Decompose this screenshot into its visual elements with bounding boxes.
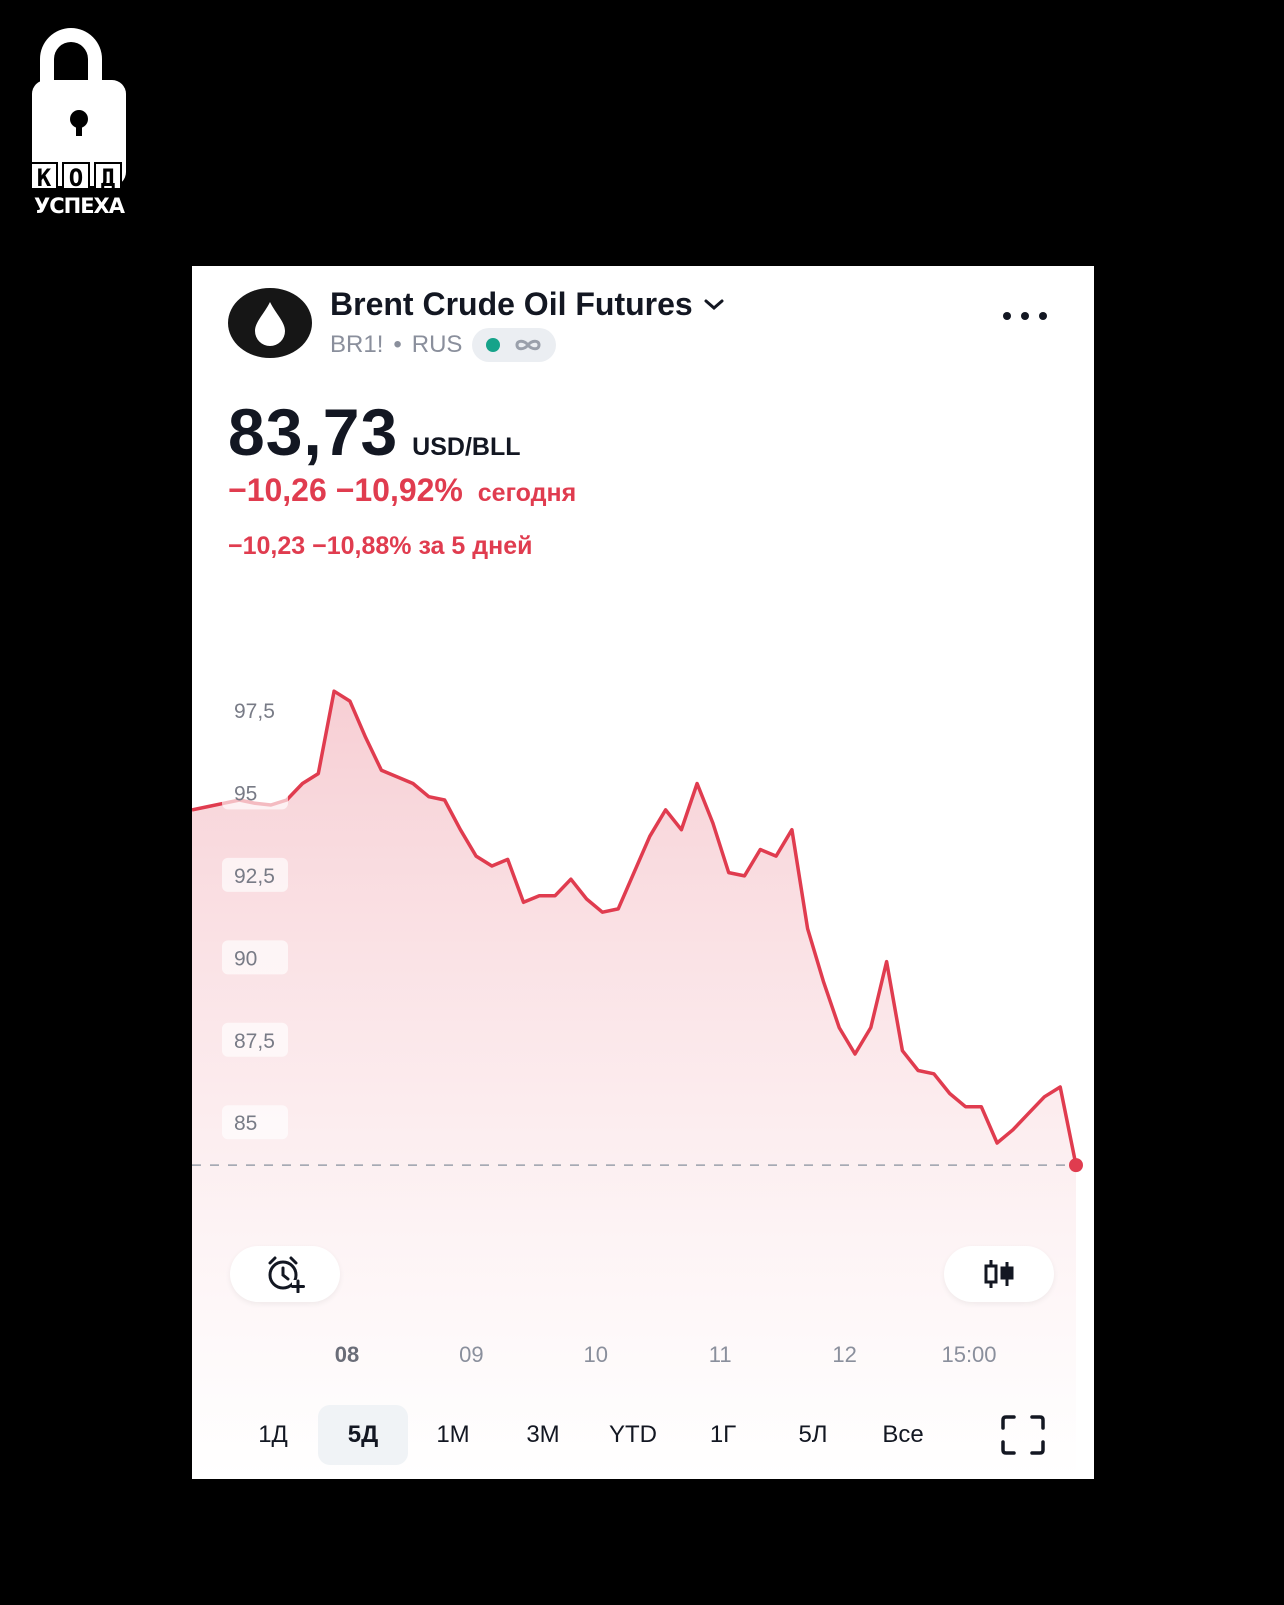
- last-price: 83,73: [228, 395, 399, 469]
- separator-dot: •: [393, 331, 402, 358]
- price-unit: USD/BLL: [412, 433, 521, 461]
- period-button[interactable]: 5Л: [798, 1421, 828, 1448]
- x-tick-label: 11: [709, 1342, 732, 1367]
- brand-logo: К О Д УСПЕХА: [24, 28, 134, 220]
- logo-letters: К О Д: [30, 162, 122, 192]
- x-tick-label: 15:00: [941, 1342, 996, 1367]
- y-tick-label: 90: [234, 947, 257, 970]
- add-alert-button[interactable]: [230, 1246, 340, 1302]
- y-tick-label: 87,5: [234, 1030, 275, 1053]
- y-tick-chip: [222, 1105, 288, 1140]
- exchange-name: RUS: [411, 331, 463, 358]
- y-tick-label: 85: [234, 1112, 257, 1135]
- period-button[interactable]: YTD: [609, 1421, 657, 1448]
- period-button[interactable]: 1М: [436, 1421, 470, 1448]
- logo-letter: О: [62, 162, 90, 192]
- logo-subtitle: УСПЕХА: [34, 194, 125, 218]
- period-selector: 1Д 5Д 1М 3М YTD 1Г 5Л Все: [228, 1404, 1058, 1466]
- y-tick-chip: [222, 692, 288, 727]
- x-tick-label: 09: [459, 1342, 483, 1367]
- y-tick-chip: [222, 940, 288, 975]
- y-tick-label: 92,5: [234, 865, 275, 888]
- fullscreen-icon[interactable]: [1000, 1414, 1046, 1456]
- keyhole-icon: [70, 110, 88, 136]
- market-open-dot: [486, 338, 501, 352]
- period-button[interactable]: Все: [882, 1421, 924, 1448]
- period-button[interactable]: 3М: [526, 1421, 560, 1448]
- period-button[interactable]: 5Д: [318, 1405, 408, 1465]
- price-line: [192, 689, 1078, 1166]
- y-tick-label: 97,5: [234, 700, 275, 723]
- change-today: −10,26 −10,92% сегодня: [228, 472, 576, 509]
- alarm-add-icon: [268, 1256, 305, 1293]
- symbol-title: Brent Crude Oil Futures: [330, 286, 693, 322]
- price-chart[interactable]: 97,5 95 92,5 90 87,5 85 08 09 10 11 12 15:00: [192, 266, 1094, 1479]
- y-tick-chip: [222, 1022, 288, 1057]
- price-row: 83,73 USD/BLL: [228, 394, 521, 470]
- change-today-label: сегодня: [477, 479, 577, 507]
- logo-letter: Д: [94, 162, 122, 192]
- last-price-dot: [1069, 1158, 1083, 1173]
- logo-letter: К: [30, 162, 58, 192]
- price-area: [192, 691, 1076, 1479]
- x-tick-label: 08: [335, 1342, 359, 1367]
- chart-type-button[interactable]: [944, 1246, 1054, 1302]
- oil-drop-icon: [228, 288, 312, 358]
- symbol-title-dropdown[interactable]: Brent Crude Oil Futures: [330, 286, 725, 323]
- change-5-days: −10,23 −10,88% за 5 дней: [228, 532, 533, 560]
- candlestick-icon: [984, 1260, 1014, 1288]
- period-button[interactable]: 1Г: [709, 1421, 737, 1448]
- symbol-subtitle: BR1! • RUS: [330, 328, 557, 362]
- y-tick-label: 95: [234, 782, 257, 805]
- symbol-card: Brent Crude Oil Futures BR1! • RUS 83,73…: [192, 266, 1094, 1479]
- symbol-ticker: BR1!: [330, 331, 384, 358]
- x-tick-label: 10: [584, 1342, 608, 1367]
- y-tick-chip: [222, 857, 288, 892]
- chevron-down-icon: [704, 299, 724, 310]
- x-tick-label: 12: [832, 1342, 856, 1367]
- y-tick-chip: [222, 775, 288, 810]
- market-status-badge[interactable]: [472, 328, 557, 362]
- period-button[interactable]: 1Д: [258, 1421, 288, 1448]
- change-today-value: −10,26 −10,92%: [228, 472, 463, 508]
- more-horizontal-icon[interactable]: [1000, 306, 1050, 326]
- infinity-icon: [515, 339, 541, 351]
